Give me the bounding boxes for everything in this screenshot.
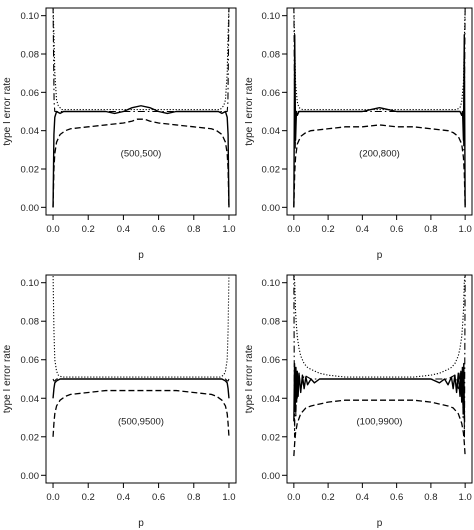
- x-tick-label: 0.6: [152, 492, 165, 503]
- y-tick-label: 0.06: [21, 88, 40, 99]
- series-line-dashdot: [52, 8, 230, 113]
- y-tick-label: 0.02: [262, 165, 281, 176]
- y-tick-label: 0.10: [262, 278, 281, 289]
- y-tick-label: 0.06: [262, 355, 281, 366]
- x-tick-label: 0.4: [117, 224, 130, 235]
- x-tick-label: 1.0: [222, 224, 235, 235]
- x-axis-label: p: [138, 518, 144, 529]
- y-tick-label: 0.04: [21, 394, 40, 405]
- x-tick-label: 0.4: [117, 492, 130, 503]
- x-tick-label: 0.0: [46, 492, 59, 503]
- x-tick-label: 0.2: [82, 492, 95, 503]
- y-tick-label: 0.02: [21, 432, 40, 443]
- series-line-dotted: [52, 275, 230, 378]
- series-line-dashed: [293, 399, 466, 457]
- y-axis-label: type I error rate: [2, 344, 13, 413]
- x-tick-label: 0.2: [82, 224, 95, 235]
- series-group: [52, 8, 230, 208]
- x-tick-label: 0.4: [356, 492, 369, 503]
- plot-frame: [45, 274, 237, 484]
- x-axis-label: p: [138, 250, 144, 261]
- x-tick-label: 0.6: [152, 224, 165, 235]
- x-tick-label: 0.2: [322, 492, 335, 503]
- y-tick-label: 0.04: [262, 126, 281, 137]
- panel-annotation: (100,9900): [357, 416, 403, 427]
- series-group: [293, 275, 466, 457]
- x-tick-label: 0.8: [424, 492, 437, 503]
- y-tick-label: 0.00: [262, 203, 281, 214]
- panel-annotation: (500,9500): [118, 416, 164, 427]
- series-line-dashdot: [52, 378, 230, 382]
- series-line-dashdot: [293, 8, 466, 151]
- plot-frame: [45, 7, 237, 216]
- y-tick-label: 0.02: [21, 165, 40, 176]
- series-line-dotted: [52, 8, 230, 111]
- y-tick-label: 0.02: [262, 432, 281, 443]
- y-tick-label: 0.04: [262, 394, 281, 405]
- y-tick-label: 0.08: [21, 317, 40, 328]
- x-tick-label: 0.6: [390, 224, 403, 235]
- x-axis-label: p: [377, 250, 383, 261]
- y-tick-label: 0.08: [21, 50, 40, 61]
- y-tick-label: 0.00: [21, 203, 40, 214]
- chart-panel-1: 0.0 0.2 0.4 0.6 0.8 1.0 0.00 0.02 0.04 0.06 0.08 0.…: [2, 7, 237, 261]
- chart-panel-4: 0.0 0.2 0.4 0.6 0.8 1.0 0.00 0.02 0.04 0.06 0.08 0.…: [244, 274, 473, 529]
- series-line-solid: [52, 105, 230, 208]
- y-axis-label: type I error rate: [244, 77, 255, 146]
- x-tick-label: 0.8: [424, 224, 437, 235]
- series-line-solid: [293, 34, 466, 208]
- y-tick-label: 0.10: [262, 11, 281, 22]
- series-group: [293, 8, 466, 208]
- x-tick-label: 1.0: [459, 224, 472, 235]
- series-line-dashed: [52, 389, 230, 437]
- panel-annotation: (200,800): [359, 149, 400, 160]
- series-line-dashed: [293, 124, 466, 208]
- series-line-dotted: [293, 8, 466, 111]
- plot-frame: [286, 7, 473, 216]
- x-tick-label: 0.0: [287, 492, 300, 503]
- y-axis-label: type I error rate: [2, 77, 13, 146]
- y-tick-label: 0.10: [21, 278, 40, 289]
- y-tick-label: 0.10: [21, 11, 40, 22]
- y-tick-label: 0.00: [262, 471, 281, 482]
- series-group: [52, 275, 230, 437]
- chart-panel-2: 0.0 0.2 0.4 0.6 0.8 1.0 0.00 0.02 0.04 0.06 0.08 0.…: [244, 7, 473, 261]
- x-axis-label: p: [377, 518, 383, 529]
- series-line-dashdot: [293, 275, 466, 438]
- panel-annotation: (500,500): [121, 149, 162, 160]
- x-tick-label: 1.0: [222, 492, 235, 503]
- y-axis-label: type I error rate: [244, 344, 255, 413]
- x-tick-label: 0.0: [46, 224, 59, 235]
- series-line-dotted: [293, 275, 466, 378]
- x-tick-label: 0.8: [187, 224, 200, 235]
- y-tick-label: 0.08: [262, 317, 281, 328]
- x-tick-label: 0.6: [390, 492, 403, 503]
- y-tick-label: 0.06: [21, 355, 40, 366]
- series-line-solid: [52, 378, 230, 399]
- y-tick-label: 0.00: [21, 471, 40, 482]
- y-tick-label: 0.08: [262, 50, 281, 61]
- x-tick-label: 1.0: [459, 492, 472, 503]
- series-line-dashed: [52, 118, 230, 208]
- y-tick-label: 0.04: [21, 126, 40, 137]
- x-tick-label: 0.4: [356, 224, 369, 235]
- chart-panel-3: 0.0 0.2 0.4 0.6 0.8 1.0 0.00 0.02 0.04 0.06 0.08 0.…: [2, 274, 237, 529]
- plot-frame: [286, 274, 473, 484]
- y-tick-label: 0.06: [262, 88, 281, 99]
- series-line-solid: [293, 362, 466, 423]
- x-tick-label: 0.2: [322, 224, 335, 235]
- x-tick-label: 0.8: [187, 492, 200, 503]
- x-tick-label: 0.0: [287, 224, 300, 235]
